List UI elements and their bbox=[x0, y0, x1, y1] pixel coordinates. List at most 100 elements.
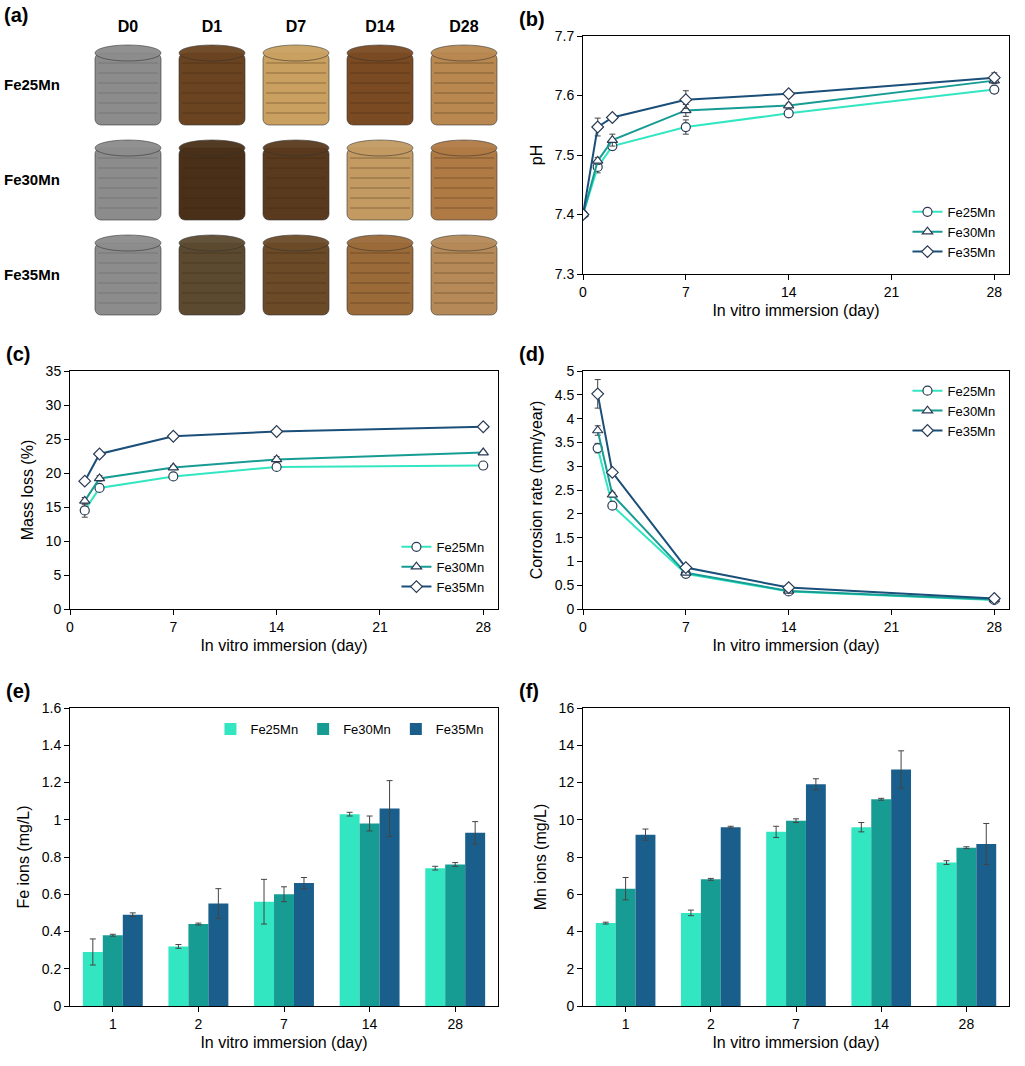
svg-text:Mn ions (mg/L): Mn ions (mg/L) bbox=[532, 804, 549, 911]
svg-text:28: 28 bbox=[987, 284, 1003, 300]
svg-text:14: 14 bbox=[362, 1016, 378, 1032]
svg-text:In vitro immersion (day): In vitro immersion (day) bbox=[712, 637, 879, 654]
svg-text:2.5: 2.5 bbox=[555, 482, 575, 498]
svg-text:1: 1 bbox=[53, 812, 61, 828]
svg-text:2: 2 bbox=[195, 1016, 203, 1032]
svg-text:Fe25Mn: Fe25Mn bbox=[947, 384, 995, 399]
svg-text:30: 30 bbox=[46, 397, 62, 413]
svg-text:Mass loss (%): Mass loss (%) bbox=[19, 440, 36, 540]
svg-text:Fe ions (mg/L): Fe ions (mg/L) bbox=[15, 805, 32, 908]
svg-text:14: 14 bbox=[873, 1016, 889, 1032]
svg-text:7: 7 bbox=[792, 1016, 800, 1032]
svg-text:(e): (e) bbox=[6, 680, 30, 702]
svg-text:10: 10 bbox=[46, 533, 62, 549]
svg-text:Fe35Mn: Fe35Mn bbox=[436, 580, 484, 595]
svg-text:14: 14 bbox=[781, 619, 797, 635]
svg-text:21: 21 bbox=[372, 619, 388, 635]
svg-text:Fe25Mn: Fe25Mn bbox=[250, 722, 298, 737]
svg-text:35: 35 bbox=[46, 363, 62, 379]
svg-text:0: 0 bbox=[53, 998, 61, 1014]
svg-text:2: 2 bbox=[566, 506, 574, 522]
svg-text:12: 12 bbox=[559, 774, 575, 790]
svg-text:D0: D0 bbox=[118, 18, 139, 35]
svg-text:7.5: 7.5 bbox=[555, 147, 575, 163]
svg-text:D7: D7 bbox=[286, 18, 307, 35]
svg-text:5: 5 bbox=[53, 567, 61, 583]
svg-text:0.6: 0.6 bbox=[42, 886, 62, 902]
svg-text:1.6: 1.6 bbox=[42, 700, 62, 716]
svg-text:In vitro immersion (day): In vitro immersion (day) bbox=[200, 1034, 367, 1051]
svg-text:7.6: 7.6 bbox=[555, 87, 575, 103]
svg-text:0: 0 bbox=[579, 619, 587, 635]
svg-text:1.5: 1.5 bbox=[555, 530, 575, 546]
svg-text:1: 1 bbox=[622, 1016, 630, 1032]
svg-text:0: 0 bbox=[566, 601, 574, 617]
svg-text:4: 4 bbox=[566, 411, 574, 427]
svg-text:8: 8 bbox=[566, 849, 574, 865]
svg-text:14: 14 bbox=[781, 284, 797, 300]
svg-text:6: 6 bbox=[566, 886, 574, 902]
svg-text:(c): (c) bbox=[6, 343, 30, 365]
svg-text:14: 14 bbox=[559, 737, 575, 753]
svg-text:10: 10 bbox=[559, 812, 575, 828]
svg-text:1: 1 bbox=[109, 1016, 117, 1032]
svg-text:7.4: 7.4 bbox=[555, 206, 575, 222]
svg-text:Fe25Mn: Fe25Mn bbox=[436, 540, 484, 555]
svg-text:Fe25Mn: Fe25Mn bbox=[4, 76, 60, 93]
svg-text:2: 2 bbox=[707, 1016, 715, 1032]
svg-text:7: 7 bbox=[682, 284, 690, 300]
svg-text:0.5: 0.5 bbox=[555, 577, 575, 593]
svg-text:0: 0 bbox=[579, 284, 587, 300]
svg-text:Fe30Mn: Fe30Mn bbox=[947, 404, 995, 419]
svg-text:1: 1 bbox=[566, 553, 574, 569]
svg-text:4: 4 bbox=[566, 923, 574, 939]
svg-text:20: 20 bbox=[46, 465, 62, 481]
svg-text:5: 5 bbox=[566, 363, 574, 379]
svg-text:28: 28 bbox=[987, 619, 1003, 635]
svg-text:pH: pH bbox=[528, 145, 545, 165]
svg-text:7: 7 bbox=[682, 619, 690, 635]
svg-text:15: 15 bbox=[46, 499, 62, 515]
svg-text:(a): (a) bbox=[4, 4, 28, 26]
svg-text:Fe25Mn: Fe25Mn bbox=[947, 205, 995, 220]
svg-text:0.4: 0.4 bbox=[42, 923, 62, 939]
svg-text:Fe30Mn: Fe30Mn bbox=[436, 560, 484, 575]
svg-text:7: 7 bbox=[169, 619, 177, 635]
svg-text:(b): (b) bbox=[519, 8, 545, 30]
svg-text:16: 16 bbox=[559, 700, 575, 716]
svg-text:0: 0 bbox=[53, 601, 61, 617]
svg-text:28: 28 bbox=[447, 1016, 463, 1032]
svg-text:7.7: 7.7 bbox=[555, 28, 575, 44]
svg-text:0: 0 bbox=[566, 998, 574, 1014]
svg-text:In vitro immersion (day): In vitro immersion (day) bbox=[712, 1034, 879, 1051]
svg-text:0.8: 0.8 bbox=[42, 849, 62, 865]
svg-text:7.3: 7.3 bbox=[555, 266, 575, 282]
svg-text:1.2: 1.2 bbox=[42, 774, 62, 790]
svg-text:2: 2 bbox=[566, 961, 574, 977]
svg-text:3.5: 3.5 bbox=[555, 434, 575, 450]
svg-text:Fe35Mn: Fe35Mn bbox=[947, 245, 995, 260]
svg-text:D1: D1 bbox=[202, 18, 223, 35]
svg-text:14: 14 bbox=[269, 619, 285, 635]
svg-text:7: 7 bbox=[280, 1016, 288, 1032]
svg-text:Fe30Mn: Fe30Mn bbox=[4, 171, 60, 188]
svg-text:21: 21 bbox=[884, 619, 900, 635]
svg-text:25: 25 bbox=[46, 431, 62, 447]
svg-text:(d): (d) bbox=[519, 343, 545, 365]
svg-text:Fe35Mn: Fe35Mn bbox=[4, 266, 60, 283]
svg-text:Fe30Mn: Fe30Mn bbox=[343, 722, 391, 737]
svg-text:28: 28 bbox=[475, 619, 491, 635]
svg-text:D14: D14 bbox=[365, 18, 394, 35]
svg-text:Corrosion rate (mm/year): Corrosion rate (mm/year) bbox=[528, 401, 545, 580]
svg-text:1.4: 1.4 bbox=[42, 737, 62, 753]
svg-text:(f): (f) bbox=[519, 680, 539, 702]
svg-text:0.2: 0.2 bbox=[42, 961, 62, 977]
svg-text:D28: D28 bbox=[449, 18, 478, 35]
svg-text:0: 0 bbox=[66, 619, 74, 635]
svg-text:In vitro immersion (day): In vitro immersion (day) bbox=[712, 302, 879, 319]
svg-text:4.5: 4.5 bbox=[555, 387, 575, 403]
svg-text:28: 28 bbox=[959, 1016, 975, 1032]
svg-text:Fe35Mn: Fe35Mn bbox=[436, 722, 484, 737]
svg-text:Fe30Mn: Fe30Mn bbox=[947, 225, 995, 240]
svg-text:In vitro immersion (day): In vitro immersion (day) bbox=[200, 637, 367, 654]
